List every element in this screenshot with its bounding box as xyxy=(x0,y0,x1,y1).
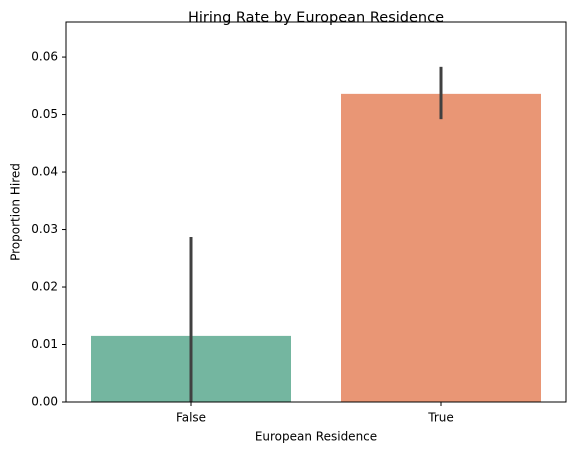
x-tick-label: True xyxy=(427,411,454,425)
y-tick-label: 0.02 xyxy=(31,280,58,294)
bar xyxy=(341,93,541,403)
chart-title: Hiring Rate by European Residence xyxy=(188,10,444,26)
x-axis-label: European Residence xyxy=(255,430,377,444)
y-tick-label: 0.06 xyxy=(31,50,58,64)
plot-frame xyxy=(65,21,567,403)
y-tick-label: 0.05 xyxy=(31,107,58,121)
y-axis-label: Proportion Hired xyxy=(9,163,23,261)
x-tick-label: False xyxy=(176,411,206,425)
y-tick-label: 0.03 xyxy=(31,222,58,236)
y-tick-label: 0.00 xyxy=(31,395,58,409)
y-tick-label: 0.04 xyxy=(31,165,58,179)
y-tick-label: 0.01 xyxy=(31,337,58,351)
